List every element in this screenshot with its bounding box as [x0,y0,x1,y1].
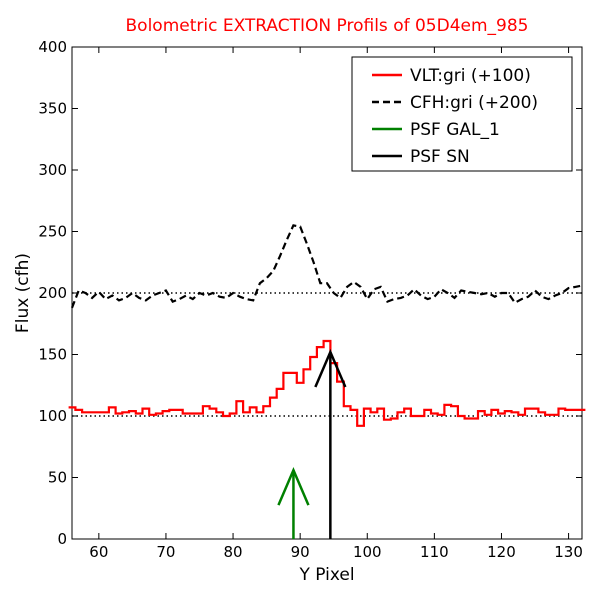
legend: VLT:gri (+100) CFH:gri (+200) PSF GAL_1 PSF… [351,56,573,172]
chart-title: Bolometric EXTRACTION Profils of 05D4em_… [126,16,529,36]
y-tick-label: 100 [38,407,67,425]
series-cfh-line [70,224,583,309]
marker-layer [277,348,347,539]
x-tick-label: 130 [554,543,583,561]
x-axis-label: Y Pixel [298,565,354,585]
legend-item-psf-sn-label: PSF SN [410,147,470,167]
legend-item-vlt-label: VLT:gri (+100) [410,66,531,86]
y-tick-label: 200 [38,284,67,302]
legend-item-cfh-label: CFH:gri (+200) [410,93,538,113]
psf-sn-arrow-head [314,348,347,388]
x-tick-label: 80 [224,543,243,561]
y-tick-label: 300 [38,161,67,179]
x-tick-label: 120 [487,543,516,561]
x-tick-label: 110 [420,543,449,561]
y-tick-label: 50 [48,469,67,487]
y-tick-label: 400 [38,38,67,56]
reference-lines [72,292,582,417]
x-tick-label: 60 [89,543,108,561]
y-tick-label: 150 [38,346,67,364]
series-layer [68,224,586,427]
psf-gal-arrow-head [277,466,310,506]
y-tick-label: 0 [57,530,67,548]
legend-item-psf-gal-label: PSF GAL_1 [410,120,500,140]
x-tick-label: 100 [353,543,382,561]
ticks-layer: 60 70 80 90 100 110 120 130 0 50 100 150 200 250 300 35… [38,38,583,561]
x-tick-label: 90 [291,543,310,561]
y-axis-label: Flux (cfh) [13,253,33,333]
x-tick-label: 70 [156,543,175,561]
y-tick-label: 350 [38,100,67,118]
series-vlt-line [68,339,586,427]
y-tick-label: 250 [38,223,67,241]
